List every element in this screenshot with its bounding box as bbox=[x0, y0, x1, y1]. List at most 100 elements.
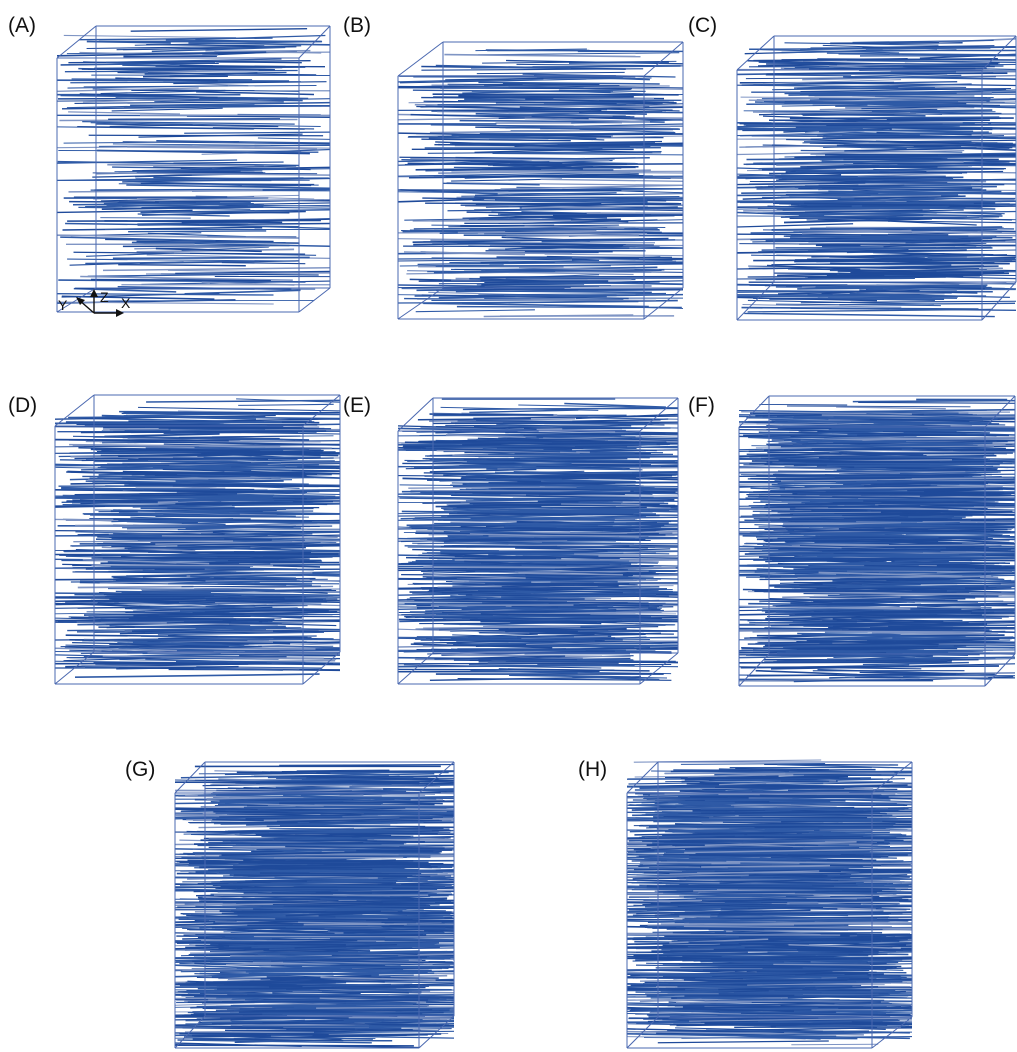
fiber bbox=[70, 615, 251, 619]
fiber bbox=[397, 191, 624, 195]
fiber bbox=[54, 503, 267, 507]
fiber bbox=[678, 810, 899, 815]
fiber bbox=[804, 236, 930, 241]
fiber bbox=[58, 150, 291, 152]
fiber bbox=[736, 150, 965, 156]
panel-h-fiber-box bbox=[626, 759, 913, 1049]
fiber bbox=[505, 630, 629, 635]
fiber bbox=[740, 474, 965, 477]
fiber bbox=[254, 941, 455, 944]
fiber bbox=[489, 261, 684, 265]
fiber bbox=[137, 538, 225, 541]
fiber bbox=[300, 959, 455, 964]
fiber bbox=[462, 441, 667, 446]
fiber bbox=[242, 887, 393, 890]
fiber bbox=[556, 632, 662, 637]
fiber bbox=[174, 949, 359, 953]
fiber bbox=[116, 554, 218, 558]
fiber bbox=[667, 1026, 913, 1032]
fiber bbox=[176, 860, 431, 867]
fiber bbox=[56, 159, 238, 164]
fiber bbox=[445, 424, 632, 427]
fiber bbox=[626, 968, 841, 971]
fiber bbox=[664, 793, 896, 796]
fiber bbox=[147, 69, 259, 73]
panel-g-fiber-box bbox=[174, 761, 455, 1049]
fiber bbox=[475, 642, 600, 648]
fiber bbox=[919, 493, 1012, 497]
fiber bbox=[447, 83, 620, 86]
fiber bbox=[398, 618, 617, 623]
fiber bbox=[356, 849, 453, 852]
fiber bbox=[485, 203, 682, 208]
fiber bbox=[238, 972, 435, 977]
fiber bbox=[843, 75, 1017, 80]
fiber bbox=[775, 420, 992, 424]
fiber bbox=[61, 295, 215, 301]
fiber bbox=[879, 608, 1016, 613]
fiber bbox=[73, 287, 177, 293]
fiber bbox=[77, 126, 305, 130]
fiber bbox=[196, 1003, 414, 1008]
fiber bbox=[464, 174, 587, 179]
fiber bbox=[759, 403, 848, 406]
fiber bbox=[748, 549, 967, 555]
fiber bbox=[151, 46, 286, 53]
fiber bbox=[579, 128, 675, 133]
fiber bbox=[162, 510, 341, 515]
fiber bbox=[691, 803, 876, 809]
fiber bbox=[719, 878, 831, 884]
box-edge bbox=[174, 761, 206, 794]
fiber bbox=[479, 541, 679, 545]
fiber bbox=[283, 902, 455, 908]
fiber bbox=[56, 293, 274, 296]
fiber bbox=[222, 641, 341, 646]
fiber bbox=[431, 110, 663, 113]
fiber bbox=[236, 899, 455, 904]
fiber bbox=[421, 294, 516, 298]
fiber bbox=[408, 486, 577, 489]
fiber bbox=[736, 215, 980, 218]
fiber bbox=[739, 201, 974, 205]
fiber bbox=[186, 115, 331, 118]
fiber bbox=[217, 493, 336, 497]
fiber bbox=[432, 93, 679, 96]
fiber bbox=[773, 963, 870, 966]
fiber bbox=[881, 523, 1016, 528]
fiber bbox=[757, 63, 871, 67]
fiber bbox=[216, 884, 434, 888]
fiber bbox=[460, 224, 555, 227]
fiber bbox=[736, 296, 878, 302]
fiber bbox=[90, 514, 301, 518]
fiber bbox=[828, 429, 1016, 432]
fiber bbox=[236, 398, 341, 403]
fiber bbox=[680, 775, 779, 780]
fiber bbox=[210, 783, 441, 788]
fiber bbox=[500, 184, 684, 190]
panel-c-fiber-box bbox=[736, 35, 1017, 321]
fiber bbox=[215, 794, 455, 800]
box-edge bbox=[736, 281, 775, 321]
fiber bbox=[546, 255, 684, 260]
fiber bbox=[415, 529, 638, 532]
fiber bbox=[823, 97, 1010, 103]
fiber bbox=[193, 667, 283, 671]
fiber bbox=[807, 165, 1006, 170]
fiber bbox=[789, 620, 1016, 626]
fiber bbox=[521, 205, 648, 209]
fiber bbox=[54, 602, 150, 608]
fiber bbox=[425, 202, 602, 205]
fiber bbox=[445, 433, 544, 439]
fiber bbox=[432, 574, 526, 579]
fiber bbox=[739, 243, 981, 246]
fiber bbox=[891, 560, 1011, 564]
fiber bbox=[397, 662, 619, 665]
fiber bbox=[473, 415, 679, 419]
fiber bbox=[398, 578, 618, 583]
fiber bbox=[245, 969, 432, 973]
fiber bbox=[112, 143, 307, 147]
bounding-box bbox=[174, 761, 455, 1049]
fiber bbox=[67, 627, 289, 632]
fiber bbox=[101, 546, 196, 552]
fiber bbox=[787, 420, 1006, 426]
